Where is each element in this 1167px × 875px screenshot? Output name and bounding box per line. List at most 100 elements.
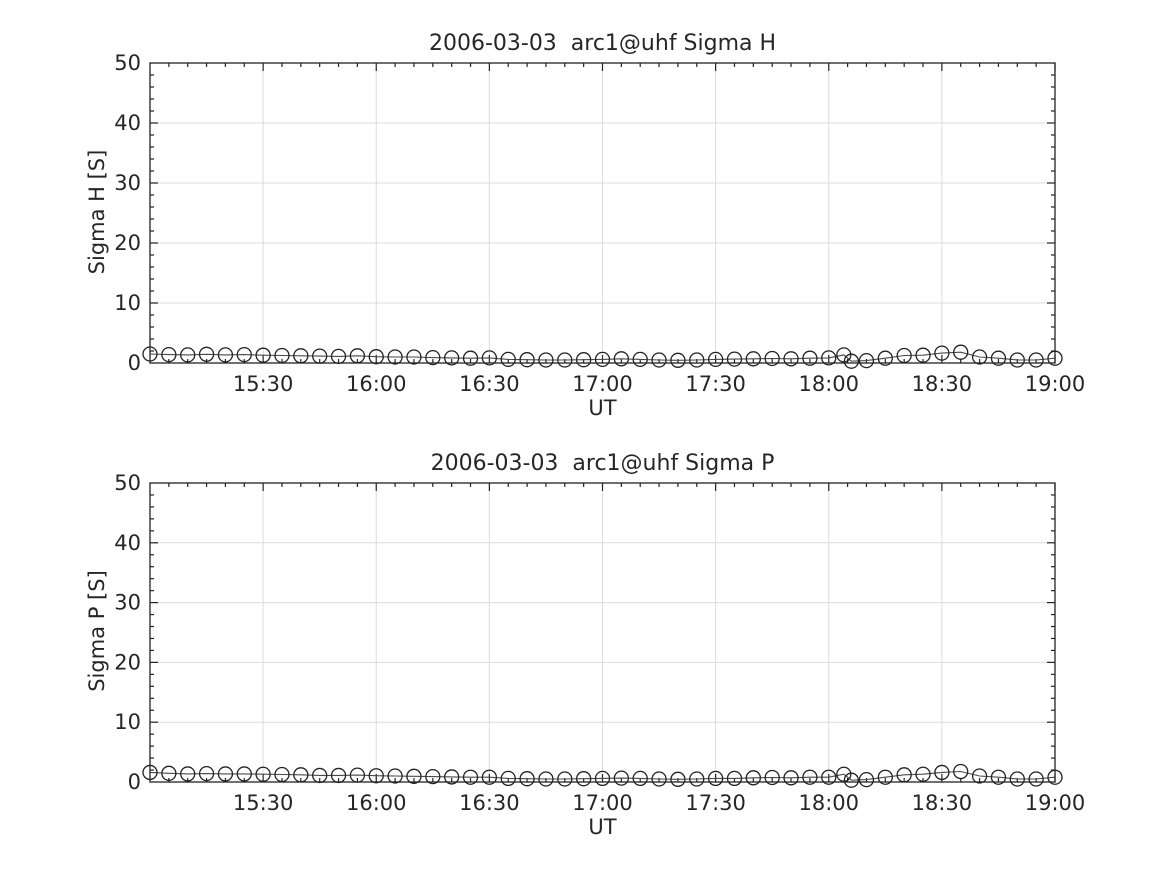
data-point-marker [783,351,799,367]
data-point-marker [802,769,818,785]
x-tick-label: 18:00 [798,791,859,815]
x-axis-label-ut-top: UT [588,396,617,420]
data-point-marker [368,349,384,365]
data-point-marker [783,770,799,786]
data-point-marker [990,769,1007,785]
data-point-marker [858,771,875,788]
data-point-marker [217,766,234,782]
data-point-marker [557,771,573,787]
data-point-marker [821,350,837,366]
data-point-marker [236,766,252,782]
data-point-marker [161,765,177,781]
y-tick-label: 0 [128,351,141,375]
y-tick-label: 10 [114,291,141,315]
data-point-marker [745,770,761,786]
y-tick-label: 50 [114,471,141,495]
data-point-marker [934,764,950,781]
data-point-marker [161,346,177,363]
x-axis-label-ut-bottom: UT [588,815,617,839]
data-point-marker [745,351,761,367]
x-tick-label: 15:30 [233,372,294,396]
data-point-marker [877,350,893,366]
data-point-marker [764,769,780,786]
data-point-marker [915,347,931,363]
data-point-marker [557,352,573,368]
data-point-marker [971,349,988,365]
data-point-marker [971,768,988,784]
y-tick-label: 10 [114,710,141,734]
data-point-marker [689,771,705,787]
y-tick-label: 50 [114,51,141,75]
x-tick-label: 16:30 [459,372,520,396]
data-point-marker [406,768,422,784]
x-tick-label: 16:00 [346,372,407,396]
data-point-marker [613,770,630,786]
data-point-marker [255,766,271,782]
data-point-marker [481,350,498,366]
data-point-marker [707,351,724,368]
x-tick-label: 19:00 [1025,791,1086,815]
data-point-marker [651,352,667,368]
data-point-marker [1009,352,1025,368]
data-line [149,351,1056,362]
x-tick-label: 15:30 [233,791,294,815]
data-point-marker [425,349,441,366]
data-point-marker [707,770,724,787]
data-point-marker [575,352,592,368]
axes-frame [149,62,1056,364]
data-point-marker [444,769,460,785]
y-tick-label: 20 [114,231,141,255]
data-point-marker [670,771,686,787]
data-point-marker [198,346,215,362]
data-point-marker [1028,771,1044,787]
data-point-marker [726,770,743,787]
data-point-marker [462,769,479,785]
data-point-marker [500,351,516,368]
data-point-marker [236,346,252,363]
data-point-marker [632,770,648,787]
data-point-marker [538,352,554,368]
data-point-marker [953,344,969,360]
data-point-marker [877,769,893,785]
data-point-marker [387,768,403,784]
data-point-marker [934,345,950,361]
data-point-marker [632,351,648,368]
data-point-marker [689,352,705,368]
data-point-marker [217,347,234,363]
data-point-marker [990,350,1007,366]
data-point-marker [425,768,441,785]
data-point-marker [764,350,780,367]
data-point-marker [519,771,535,787]
x-tick-label: 17:30 [685,791,746,815]
chart-title-sigma-p: 2006-03-03 arc1@uhf Sigma P [430,451,775,476]
x-tick-label: 16:00 [346,791,407,815]
data-point-marker [594,770,611,787]
y-tick-label: 30 [114,171,141,195]
y-tick-label: 40 [114,111,141,135]
x-tick-label: 19:00 [1025,372,1086,396]
x-tick-label: 16:30 [459,791,520,815]
y-axis-label-sigma-p: Sigma P [S] [85,570,109,692]
x-tick-label: 18:30 [912,372,973,396]
data-point-marker [481,769,498,785]
data-point-marker [519,352,535,368]
data-line [149,770,1056,781]
data-point-marker [500,770,516,787]
data-point-marker [802,350,818,366]
data-point-marker [198,765,215,782]
x-tick-label: 17:00 [572,372,633,396]
data-point-marker [843,353,860,369]
data-point-marker [670,352,686,368]
data-point-marker [255,347,271,363]
data-point-marker [915,766,931,782]
data-point-marker [406,349,422,365]
data-point-marker [180,766,196,782]
y-axis-label-sigma-h: Sigma H [S] [85,149,109,275]
x-tick-label: 17:00 [572,791,633,815]
axes-frame [149,482,1056,783]
data-point-marker [858,352,875,369]
x-tick-label: 17:30 [685,372,746,396]
y-tick-label: 20 [114,650,141,674]
